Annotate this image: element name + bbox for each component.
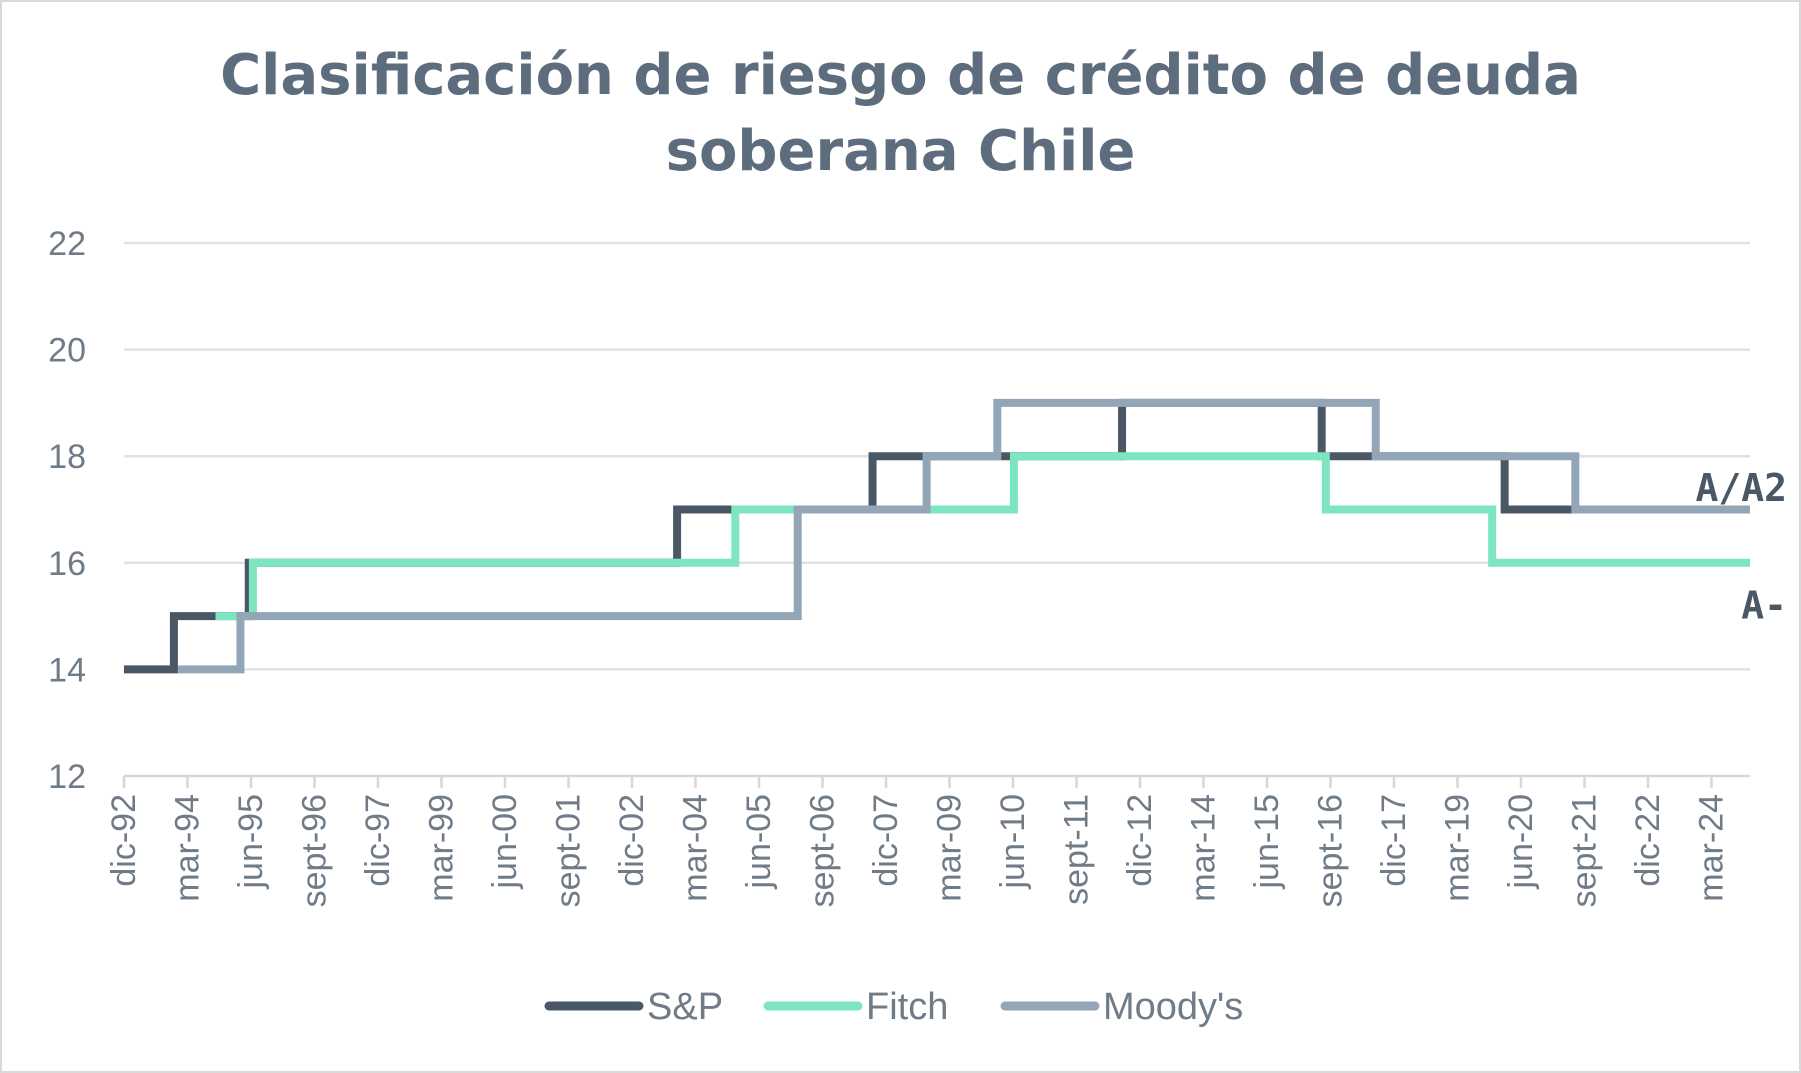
x-tick-label: dic-02 — [613, 794, 651, 887]
annotation-label: A- — [1741, 583, 1787, 627]
annotations: A/A2 A- — [1695, 466, 1787, 627]
x-tick-label: dic-22 — [1629, 794, 1667, 887]
x-tick-label: mar-94 — [169, 794, 207, 902]
x-tick-label: sept-11 — [1058, 794, 1096, 905]
y-tick-label: 20 — [48, 332, 86, 370]
x-tick-label: jun-20 — [1502, 794, 1540, 890]
chart-title: Clasificación de riesgo de crédito de de… — [0, 38, 1801, 190]
x-tick-label: dic-92 — [105, 794, 143, 887]
chart-title-line-1: Clasificación de riesgo de crédito de de… — [220, 43, 1581, 108]
legend-label: Fitch — [866, 986, 948, 1028]
y-tick-label: 12 — [48, 758, 86, 796]
x-tick-label: sept-06 — [804, 794, 842, 907]
y-tick-label: 22 — [48, 225, 86, 263]
y-tick-label: 14 — [48, 651, 86, 689]
x-tick-label: sept-01 — [550, 794, 588, 907]
annotation-label: A/A2 — [1695, 466, 1787, 510]
x-tick-label: jun-95 — [232, 794, 270, 890]
y-axis: 12 14 16 18 20 22 — [48, 225, 86, 796]
x-tick-label: dic-12 — [1121, 794, 1159, 887]
x-tick-label: dic-97 — [359, 794, 397, 887]
x-tick-label: mar-99 — [423, 794, 461, 902]
x-tick-label: sept-96 — [296, 794, 334, 907]
x-tick-label: jun-00 — [486, 794, 524, 890]
x-tick-label: jun-15 — [1248, 794, 1286, 890]
chart-title-line-2: soberana Chile — [665, 119, 1136, 184]
series-lines — [124, 398, 1750, 674]
x-tick-label: mar-04 — [677, 794, 715, 902]
legend-label: Moody's — [1103, 986, 1243, 1028]
y-tick-label: 16 — [48, 545, 86, 583]
y-tick-label: 18 — [48, 438, 86, 476]
x-tick-label: jun-05 — [740, 794, 778, 890]
series-line-moodys — [178, 398, 1750, 674]
legend: S&P Fitch Moody's — [544, 986, 1243, 1028]
x-tick-label: mar-14 — [1185, 794, 1223, 902]
x-tick-label: dic-17 — [1375, 794, 1413, 887]
x-tick-label: jun-10 — [994, 794, 1032, 890]
x-tick-label: mar-19 — [1439, 794, 1477, 902]
x-tick-label: sept-16 — [1312, 794, 1350, 907]
series-line-fitch — [215, 452, 1750, 621]
x-axis: dic-92 mar-94 jun-95 sept-96 dic-97 mar-99 jun… — [105, 776, 1731, 907]
x-tick-label: mar-24 — [1693, 794, 1731, 902]
x-tick-label: mar-09 — [931, 794, 969, 902]
x-tick-label: sept-21 — [1566, 794, 1604, 907]
series-line-sp — [124, 398, 1750, 674]
x-tick-label: dic-07 — [867, 794, 905, 887]
legend-label: S&P — [647, 986, 723, 1028]
